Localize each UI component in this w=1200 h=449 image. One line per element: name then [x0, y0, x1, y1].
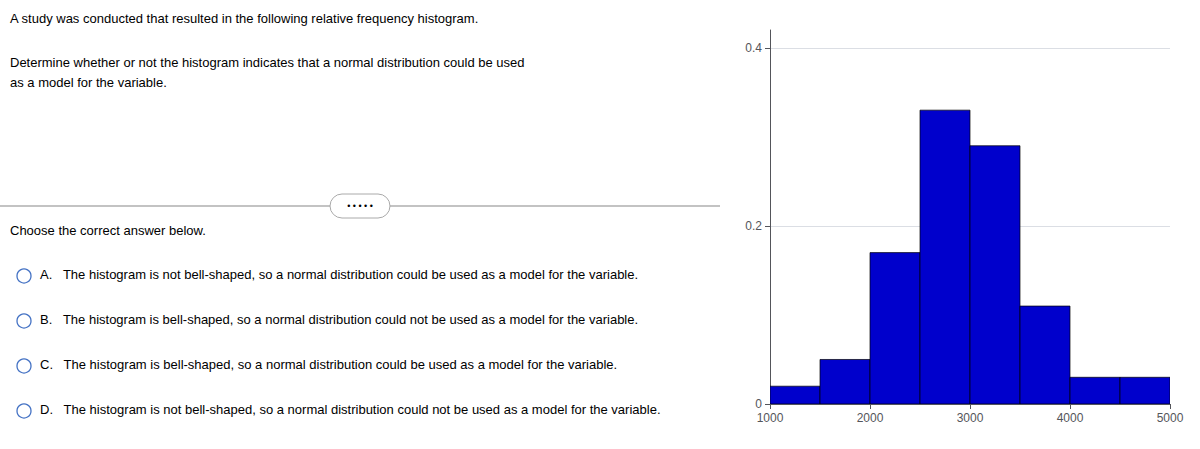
svg-text:C. The histogram is bell-sha: C. The histogram is bell-shaped, so a no… — [40, 357, 617, 372]
svg-text:5000: 5000 — [1157, 411, 1184, 425]
svg-text:2000: 2000 — [857, 411, 884, 425]
svg-text:A. The histogram is not bell: A. The histogram is not bell-shaped, so … — [40, 267, 638, 282]
svg-text:A study was conducted that res: A study was conducted that resulted in t… — [10, 11, 478, 26]
svg-text:D. The histogram is not bell: D. The histogram is not bell-shaped, so … — [40, 402, 661, 417]
svg-text:B. The histogram is bell-sha: B. The histogram is bell-shaped, so a no… — [40, 312, 638, 327]
svg-text:0: 0 — [755, 397, 762, 411]
svg-text:0.4: 0.4 — [745, 41, 762, 55]
svg-text:3000: 3000 — [957, 411, 984, 425]
svg-text:Determine whether or not the h: Determine whether or not the histogram i… — [10, 55, 525, 70]
svg-text:• • • • •: • • • • • — [347, 201, 373, 211]
svg-text:1000: 1000 — [757, 411, 784, 425]
svg-text:4000: 4000 — [1057, 411, 1084, 425]
svg-text:as a model for the variable.: as a model for the variable. — [10, 75, 167, 90]
svg-text:Choose the correct answer belo: Choose the correct answer below. — [10, 223, 206, 238]
svg-text:0.2: 0.2 — [745, 219, 762, 233]
